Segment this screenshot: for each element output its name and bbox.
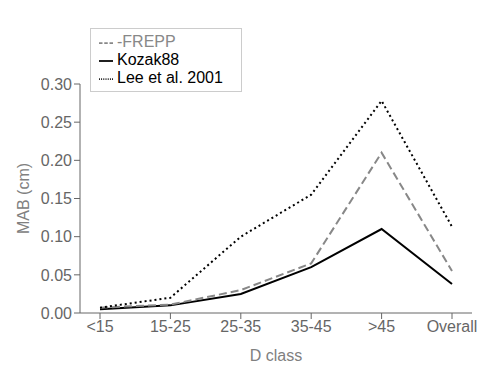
html-text:Kozak88: Kozak88 — [117, 51, 180, 68]
svg-text:D class: D class — [250, 347, 302, 364]
svg-text:0.00: 0.00 — [41, 305, 72, 322]
svg-text:0.15: 0.15 — [41, 190, 72, 207]
svg-text:0.05: 0.05 — [41, 267, 72, 284]
html-text:Lee et al. 2001: Lee et al. 2001 — [117, 69, 223, 86]
svg-text:25-35: 25-35 — [220, 318, 261, 335]
svg-text:0.30: 0.30 — [41, 76, 72, 93]
svg-text:0.25: 0.25 — [41, 114, 72, 131]
svg-text:MAB (cm): MAB (cm) — [15, 163, 32, 234]
svg-text:0.20: 0.20 — [41, 152, 72, 169]
svg-text:0.10: 0.10 — [41, 228, 72, 245]
svg-text:>45: >45 — [368, 318, 395, 335]
html-text:-FREPP: -FREPP — [117, 33, 176, 50]
svg-text:15-25: 15-25 — [150, 318, 191, 335]
svg-text:<15: <15 — [86, 318, 113, 335]
svg-text:Overall: Overall — [427, 318, 478, 335]
svg-text:35-45: 35-45 — [291, 318, 332, 335]
